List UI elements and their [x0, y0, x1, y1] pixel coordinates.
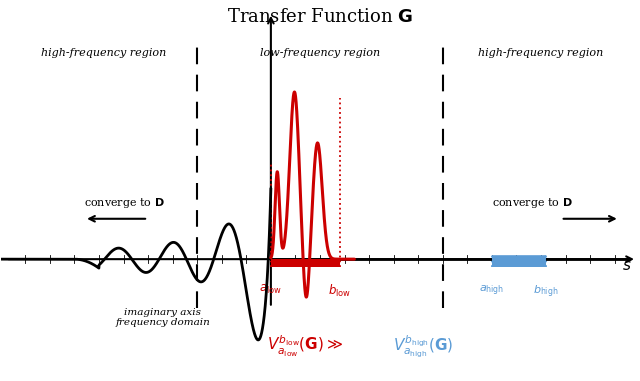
Text: Transfer Function $\mathbf{G}$: Transfer Function $\mathbf{G}$	[227, 8, 413, 26]
Text: $a_{\mathrm{high}}$: $a_{\mathrm{high}}$	[479, 283, 504, 298]
Text: low-frequency region: low-frequency region	[260, 48, 380, 58]
Text: $V_{a_{\mathrm{low}}}^{b_{\mathrm{low}}}(\mathbf{G}) \gg$: $V_{a_{\mathrm{low}}}^{b_{\mathrm{low}}}…	[267, 334, 343, 359]
Text: high-frequency region: high-frequency region	[41, 48, 166, 58]
Bar	[492, 259, 546, 267]
Text: high-frequency region: high-frequency region	[479, 48, 604, 58]
Text: $b_{\mathrm{high}}$: $b_{\mathrm{high}}$	[533, 283, 559, 300]
Text: $V_{a_{\mathrm{high}}}^{b_{\mathrm{high}}}(\mathbf{G})$: $V_{a_{\mathrm{high}}}^{b_{\mathrm{high}…	[393, 333, 453, 360]
Text: converge to $\mathbf{D}$: converge to $\mathbf{D}$	[84, 195, 165, 210]
Text: converge to $\mathbf{D}$: converge to $\mathbf{D}$	[492, 195, 573, 210]
Text: $a_{\mathrm{low}}$: $a_{\mathrm{low}}$	[259, 283, 282, 296]
Text: imaginary axis
frequency domain: imaginary axis frequency domain	[115, 307, 210, 327]
Text: $b_{\mathrm{low}}$: $b_{\mathrm{low}}$	[328, 283, 351, 299]
Text: $s$: $s$	[622, 259, 632, 273]
Bar	[271, 259, 340, 267]
